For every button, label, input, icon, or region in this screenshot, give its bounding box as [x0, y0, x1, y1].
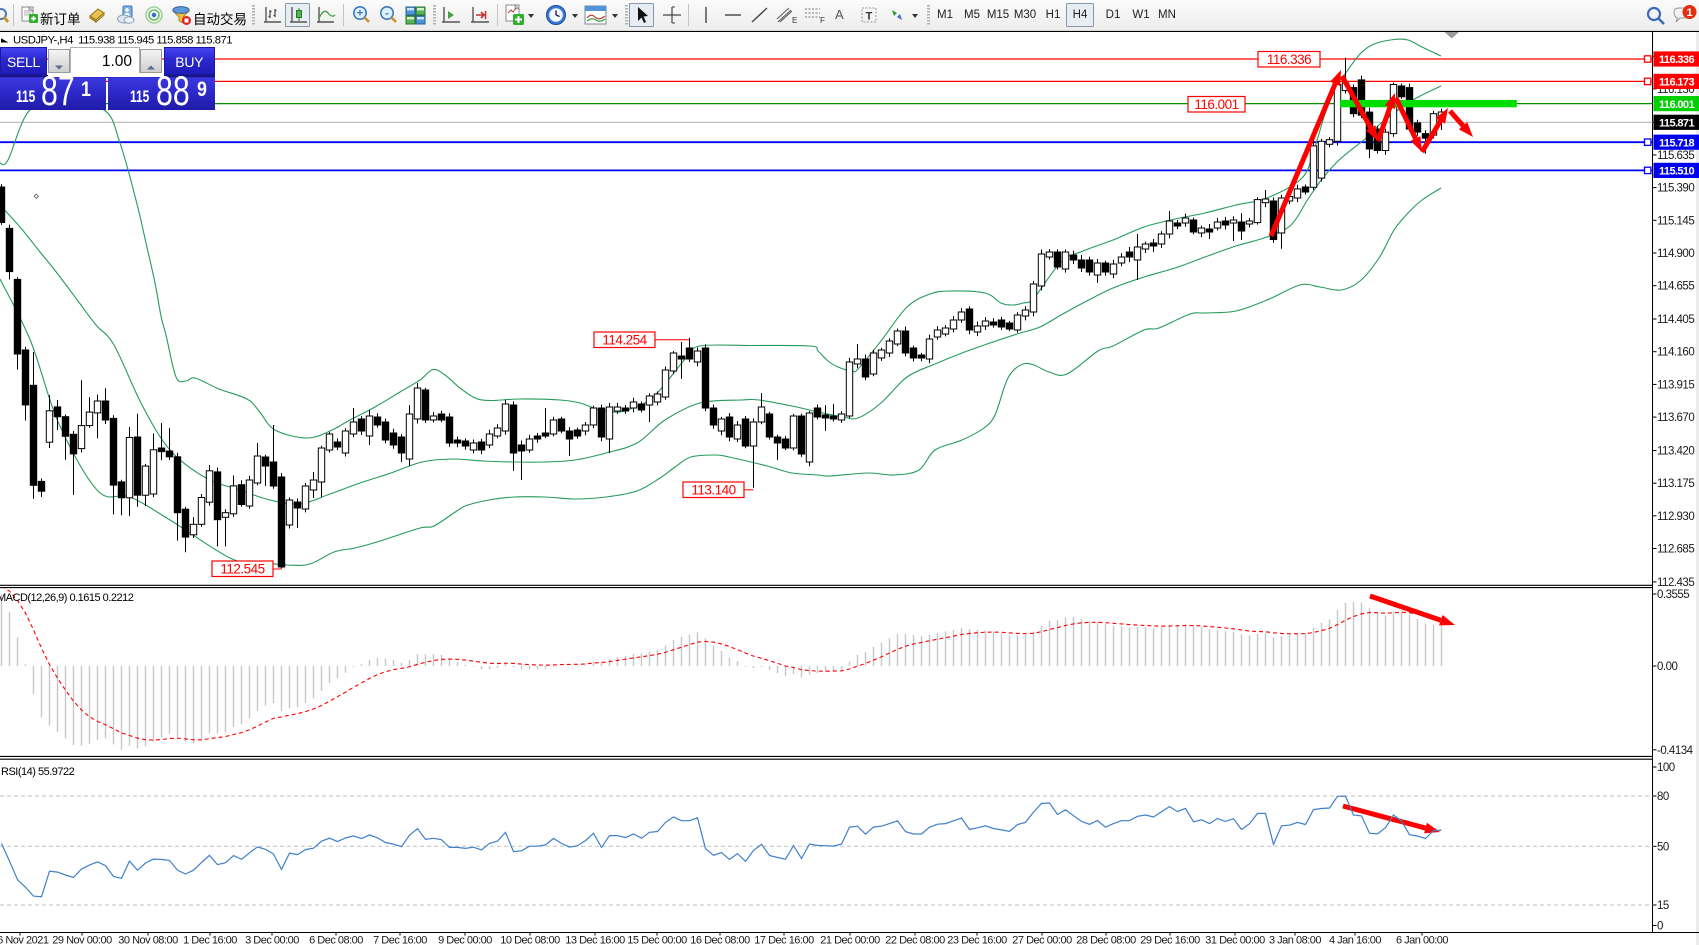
svg-text:114.655: 114.655 — [1657, 281, 1694, 293]
svg-text:114.405: 114.405 — [1657, 314, 1694, 326]
svg-text:112.930: 112.930 — [1657, 511, 1694, 523]
svg-text:113.140: 113.140 — [691, 482, 735, 497]
svg-text:116.001: 116.001 — [1194, 97, 1238, 112]
svg-text:115.871: 115.871 — [1659, 118, 1694, 130]
svg-text:15: 15 — [1657, 900, 1669, 912]
svg-text:28 Dec 08:00: 28 Dec 08:00 — [1076, 935, 1136, 945]
svg-text:113.175: 113.175 — [1657, 478, 1694, 490]
svg-text:T: T — [866, 11, 873, 23]
svg-text:3 Dec 00:00: 3 Dec 00:00 — [245, 935, 299, 945]
svg-text:0.3555: 0.3555 — [1657, 589, 1689, 601]
svg-text:30 Nov 08:00: 30 Nov 08:00 — [118, 935, 178, 945]
svg-text:100: 100 — [1657, 762, 1675, 774]
svg-text:21 Dec 00:00: 21 Dec 00:00 — [820, 935, 880, 945]
svg-text:E: E — [792, 16, 797, 25]
svg-text:10 Dec 08:00: 10 Dec 08:00 — [500, 935, 560, 945]
svg-text:1 Dec 16:00: 1 Dec 16:00 — [183, 935, 237, 945]
svg-text:116.336: 116.336 — [1267, 52, 1311, 67]
svg-text:80: 80 — [1657, 791, 1669, 803]
svg-text:115.635: 115.635 — [1657, 150, 1694, 162]
svg-text:+: + — [357, 8, 363, 20]
svg-text:114.160: 114.160 — [1657, 347, 1694, 359]
svg-text:112.435: 112.435 — [1657, 577, 1694, 589]
svg-text:26 Nov 2021: 26 Nov 2021 — [0, 935, 49, 945]
svg-text:6 Jan 00:00: 6 Jan 00:00 — [1396, 935, 1448, 945]
svg-text:116.173: 116.173 — [1659, 77, 1694, 89]
svg-text:16 Dec 08:00: 16 Dec 08:00 — [690, 935, 750, 945]
svg-text:29 Nov 00:00: 29 Nov 00:00 — [52, 935, 112, 945]
svg-text:22 Dec 08:00: 22 Dec 08:00 — [885, 935, 945, 945]
svg-text:113.915: 113.915 — [1657, 379, 1694, 391]
svg-text:115.390: 115.390 — [1657, 183, 1694, 195]
svg-text:50: 50 — [1657, 841, 1669, 853]
svg-text:4 Jan 16:00: 4 Jan 16:00 — [1329, 935, 1381, 945]
svg-text:116.001: 116.001 — [1659, 99, 1694, 111]
svg-text:27 Dec 00:00: 27 Dec 00:00 — [1012, 935, 1072, 945]
svg-text:17 Dec 16:00: 17 Dec 16:00 — [754, 935, 814, 945]
svg-text:3 Jan 08:00: 3 Jan 08:00 — [1269, 935, 1321, 945]
svg-text:F: F — [820, 16, 825, 25]
svg-text:115.510: 115.510 — [1659, 166, 1694, 178]
svg-text:114.900: 114.900 — [1657, 248, 1694, 260]
svg-text:-0.4134: -0.4134 — [1657, 745, 1694, 757]
svg-text:114.254: 114.254 — [602, 332, 647, 347]
svg-text:6 Dec 08:00: 6 Dec 08:00 — [309, 935, 363, 945]
svg-text:0.00: 0.00 — [1657, 661, 1677, 673]
svg-text:RSI(14) 55.9722: RSI(14) 55.9722 — [1, 766, 75, 778]
svg-text:112.545: 112.545 — [220, 561, 264, 576]
svg-text:116.336: 116.336 — [1659, 54, 1694, 66]
svg-text:115.145: 115.145 — [1657, 215, 1694, 227]
svg-text:31 Dec 00:00: 31 Dec 00:00 — [1205, 935, 1265, 945]
svg-text:113.670: 113.670 — [1657, 412, 1694, 424]
svg-text:115.718: 115.718 — [1659, 137, 1694, 149]
svg-text:13 Dec 16:00: 13 Dec 16:00 — [565, 935, 625, 945]
svg-text:112.685: 112.685 — [1657, 544, 1694, 556]
svg-text:113.420: 113.420 — [1657, 446, 1694, 458]
svg-text:7 Dec 16:00: 7 Dec 16:00 — [373, 935, 427, 945]
svg-text:1: 1 — [1686, 7, 1692, 19]
svg-text:23 Dec 16:00: 23 Dec 16:00 — [947, 935, 1007, 945]
svg-text:USDJPY-,H4 115.938 115.945 11: USDJPY-,H4 115.938 115.945 115.858 115.8… — [13, 35, 232, 47]
svg-text:29 Dec 16:00: 29 Dec 16:00 — [1140, 935, 1200, 945]
svg-text:0: 0 — [1657, 921, 1663, 933]
svg-text:9 Dec 00:00: 9 Dec 00:00 — [438, 935, 492, 945]
svg-text:MACD(12,26,9) 0.1615 0.2212: MACD(12,26,9) 0.1615 0.2212 — [0, 592, 134, 604]
svg-text:15 Dec 00:00: 15 Dec 00:00 — [627, 935, 687, 945]
svg-text:-: - — [385, 8, 389, 20]
